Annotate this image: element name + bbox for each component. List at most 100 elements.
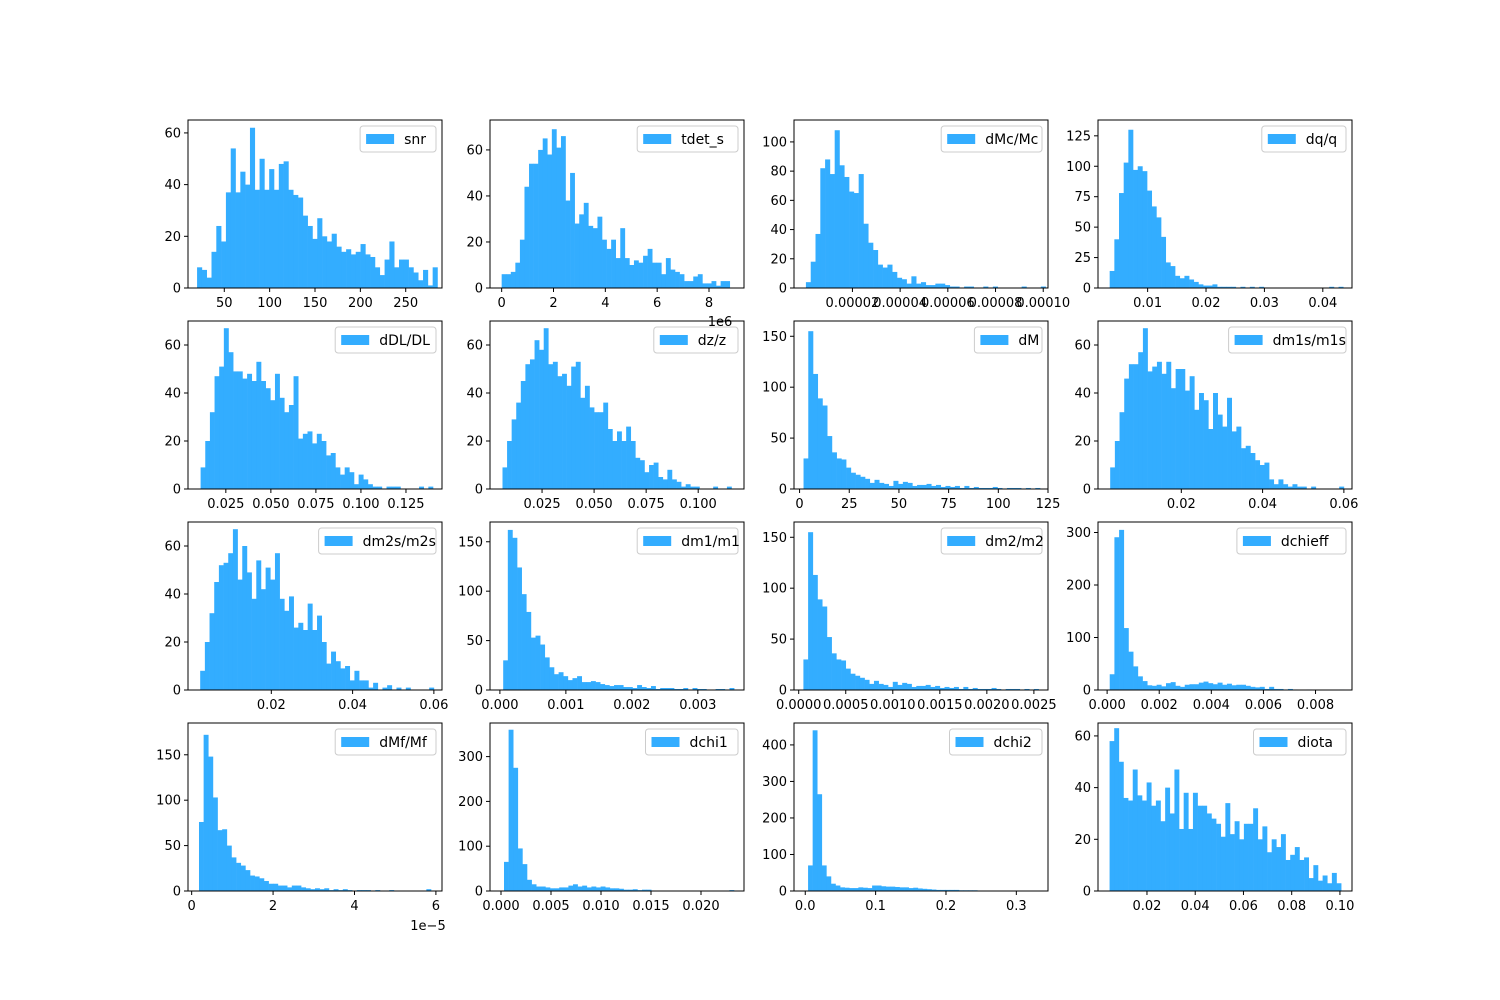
histogram-bar xyxy=(1301,486,1307,489)
x-tick-label: 0.100 xyxy=(680,497,717,512)
histogram-bar xyxy=(1109,270,1115,288)
histogram-bar xyxy=(1160,821,1166,891)
x-tick-label: 0.0020 xyxy=(964,698,1010,713)
histogram-bar xyxy=(684,281,689,288)
y-tick-label: 0 xyxy=(173,483,181,498)
histogram-bar xyxy=(594,412,599,489)
histogram-bar xyxy=(582,885,588,891)
histogram-bar xyxy=(270,400,276,489)
y-tick-label: 0 xyxy=(173,684,181,699)
histogram-bar xyxy=(1264,688,1270,690)
legend: dchi1 xyxy=(645,728,739,756)
legend: dM xyxy=(973,326,1043,354)
histogram-bar xyxy=(1339,486,1345,489)
histogram-bar xyxy=(522,864,528,891)
histogram-bar xyxy=(988,487,994,489)
y-tick-label: 0 xyxy=(1083,885,1091,900)
histogram-bar xyxy=(653,462,659,489)
histogram-bar xyxy=(282,885,288,891)
histogram-bar xyxy=(641,687,647,690)
x-tick-label: 0.006 xyxy=(1245,698,1282,713)
histogram-bar xyxy=(935,685,941,690)
histogram-bar xyxy=(1005,688,1011,690)
histogram-bar xyxy=(384,259,390,288)
histogram-bar xyxy=(1243,823,1249,891)
histogram-bar xyxy=(540,886,546,891)
histogram-bar xyxy=(867,888,873,891)
histogram-bar xyxy=(726,486,732,489)
histogram-bar xyxy=(637,685,643,690)
histogram-bar xyxy=(1317,880,1323,891)
histogram-bar xyxy=(203,734,209,891)
histogram-bar xyxy=(373,682,379,690)
histogram-bar xyxy=(298,438,304,489)
histogram-bar xyxy=(888,686,894,690)
histogram-bar xyxy=(536,886,542,891)
histogram-bar xyxy=(302,215,308,288)
histogram-bar xyxy=(982,688,988,690)
histogram-bar xyxy=(1211,818,1217,891)
histogram-bar xyxy=(872,885,877,891)
x-tick-label: 0.04 xyxy=(1181,899,1210,914)
histogram-bar xyxy=(223,562,229,690)
x-tick-label: 0.2 xyxy=(936,899,957,914)
x-tick-label: 0.04 xyxy=(1308,296,1337,311)
histogram-bar xyxy=(1156,361,1162,489)
histogram-bar xyxy=(940,283,946,288)
histogram-bar xyxy=(926,483,932,489)
histogram-bar xyxy=(261,381,266,489)
histogram-bar xyxy=(273,883,279,891)
histogram-bar xyxy=(907,482,913,489)
x-tick-label: 0.00002 xyxy=(826,296,880,311)
histogram-bar xyxy=(902,481,908,489)
histogram-bar xyxy=(1118,761,1124,891)
histogram-bar xyxy=(259,158,265,288)
histogram-bar xyxy=(1329,286,1335,288)
histogram-bar xyxy=(820,168,826,288)
histogram-bar xyxy=(1239,839,1245,891)
histogram-bar xyxy=(1198,393,1204,489)
histogram-bar xyxy=(931,485,937,489)
histogram-bar xyxy=(1147,190,1153,288)
y-tick-label: 0 xyxy=(475,282,483,297)
histogram-bar xyxy=(349,680,355,690)
histogram-bar xyxy=(1278,479,1284,489)
histogram-bar xyxy=(1175,275,1181,288)
histogram-bar xyxy=(1035,487,1041,489)
histogram-bar xyxy=(1123,628,1129,690)
histogram-bar xyxy=(1304,857,1310,891)
histogram-bar xyxy=(1294,847,1300,891)
histogram-bar xyxy=(611,239,616,288)
y-tick-label: 60 xyxy=(164,540,181,555)
y-tick-label: 40 xyxy=(164,588,181,603)
histogram-bar xyxy=(713,486,719,489)
histogram-bar xyxy=(632,889,638,891)
histogram-bar xyxy=(986,688,992,690)
histogram-bar xyxy=(586,682,592,690)
x-tick-label: 0.050 xyxy=(575,497,612,512)
histogram-bar xyxy=(1269,686,1275,690)
histogram-bar xyxy=(841,459,847,489)
histogram-bar xyxy=(575,361,581,489)
histogram-bar xyxy=(200,670,206,690)
histogram-bar xyxy=(254,876,260,891)
histogram-bar xyxy=(535,635,541,690)
histogram-bar xyxy=(568,885,574,891)
histogram-bar xyxy=(1253,808,1259,891)
histogram-bar xyxy=(992,486,998,489)
histogram-bar xyxy=(841,660,847,690)
histogram-bar xyxy=(1308,878,1314,891)
histogram-bar xyxy=(892,271,898,288)
histogram-bar xyxy=(1267,852,1272,891)
legend-box xyxy=(949,728,1043,756)
histogram-bar xyxy=(1273,484,1279,489)
legend-box xyxy=(1236,527,1347,555)
histogram-bar xyxy=(418,280,424,288)
histogram-bar xyxy=(367,484,373,489)
histogram-bar xyxy=(949,889,955,891)
histogram-bar xyxy=(893,480,899,489)
histogram-bar xyxy=(1119,412,1125,489)
histogram-bar xyxy=(1142,800,1147,891)
x-tick-label: 2 xyxy=(549,296,557,311)
y-tick-label: 100 xyxy=(762,135,787,150)
